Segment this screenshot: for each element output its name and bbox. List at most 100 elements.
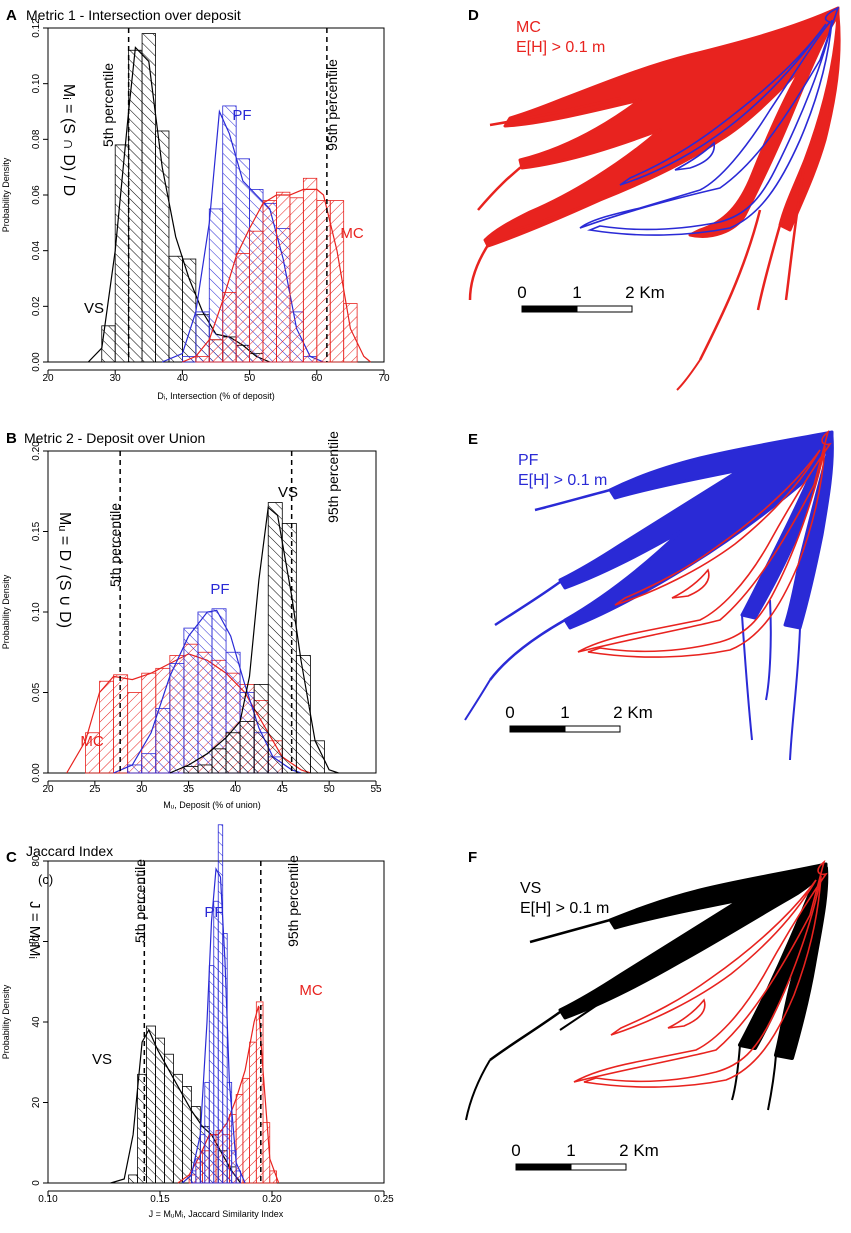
chartc-series-label-vs: VS [92, 1051, 112, 1068]
chartb-xtick-label: 35 [183, 784, 195, 795]
map-e-scale-bar: 0 1 2 Km [505, 703, 653, 733]
charta-xtick-label: 50 [244, 373, 256, 384]
charta-series-label-mc: MC [340, 225, 363, 242]
map-f-comparison-outline [573, 859, 828, 1088]
chartc-bar-pf [204, 1081, 210, 1184]
panel-letter-c: C [6, 849, 17, 866]
map-f-title: VS [520, 880, 541, 897]
charta-percentile-label: 95th percentile [324, 59, 340, 151]
charta-bar-mc [222, 292, 237, 363]
chartc-bar-vs [128, 1174, 138, 1184]
chartb-xtick-label: 25 [89, 784, 101, 795]
map-e-title: PF [518, 452, 539, 469]
chartc-series-label-mc: MC [299, 982, 322, 999]
chartc-series-label-pf: PF [204, 904, 223, 921]
map-f-flow-area [465, 862, 829, 1121]
chartc-xtick-label: 0.25 [374, 1194, 394, 1205]
chartb-bar-vs [211, 748, 227, 774]
chartc-xtick-label: 0.20 [262, 1194, 282, 1205]
charta-bar-mc [276, 191, 291, 363]
panel-letter-d: D [468, 7, 479, 24]
map-d-scale-label-0: 0 [517, 283, 526, 302]
charta-ytick-label: 0.04 [31, 240, 42, 260]
chartb-y-axis-label: Probability Density [1, 574, 11, 649]
chart-b-title: Metric 2 - Deposit over Union [24, 430, 205, 446]
map-f-scale-label-0: 0 [511, 1141, 520, 1160]
chart-panel-b: B Metric 2 - Deposit over Union Mᵤ = D /… [1, 430, 382, 810]
charta-xtick-label: 20 [42, 373, 54, 384]
chartb-percentile-label: 95th percentile [325, 431, 341, 523]
chartc-x-axis-label: J = MᵤMᵢ, Jaccard Similarity Index [149, 1209, 284, 1219]
panel-letter-b: B [6, 430, 17, 447]
map-d-scale-label-2: 2 Km [625, 283, 665, 302]
charta-bar-vs [168, 255, 183, 363]
map-e-scale-label-1: 1 [560, 703, 569, 722]
chartb-percentile-label: 5th percentile [107, 503, 123, 587]
panel-letter-a: A [6, 7, 17, 24]
chartc-bar-pf [195, 1158, 201, 1184]
charta-series-label-pf: PF [232, 107, 251, 124]
chartc-ytick-label: 0 [31, 1180, 42, 1186]
charta-bar-pf [208, 208, 224, 363]
chartb-bar-vs [267, 502, 283, 774]
charta-bar-mc [289, 197, 304, 363]
charta-x-axis-label: Dᵢ, Intersection (% of deposit) [157, 391, 274, 401]
chartb-bar-pf [183, 627, 199, 774]
map-d-scale-bar: 0 1 2 Km [517, 283, 665, 313]
charta-xtick-label: 30 [110, 373, 122, 384]
chartb-bar-mc [99, 680, 114, 774]
chartc-bar-vs [181, 1086, 192, 1184]
panel-letter-e: E [468, 431, 478, 448]
charta-xtick-label: 60 [311, 373, 323, 384]
charta-bar-mc [208, 339, 224, 363]
chartb-ytick-label: 0.20 [31, 441, 42, 461]
charta-ytick-label: 0.02 [31, 296, 42, 316]
chartb-ytick-label: 0.10 [31, 602, 42, 622]
chart-b-formula: Mᵤ = D / (S ∪ D) [56, 512, 73, 628]
chartb-bar-vs [253, 684, 269, 774]
map-panel-e: E PF E[H] > 0.1 m 0 1 2 Km [464, 429, 834, 761]
charta-ytick-label: 0.06 [31, 185, 42, 205]
map-f-scale-bar: 0 1 2 Km [511, 1141, 659, 1171]
chart-c-formula: J = MᵤMᵢ [26, 901, 43, 959]
chartc-percentile-label: 5th percentile [132, 859, 148, 943]
chartb-series-label-vs: VS [278, 484, 298, 501]
chartc-bar-vs [137, 1073, 147, 1184]
map-d-title: MC [516, 19, 541, 36]
charta-ytick-label: 0.12 [31, 18, 42, 38]
charta-ytick-label: 0.08 [31, 129, 42, 149]
map-e-scale-label-2: 2 Km [613, 703, 653, 722]
map-d-flow-area [468, 6, 841, 391]
chart-a-plot: 5th percentile 95th percentile 0.00 0.02 0.0… [1, 18, 390, 401]
chartb-bar-vs [239, 721, 255, 774]
charta-bar-mc [195, 356, 210, 363]
chartb-xtick-label: 40 [230, 784, 242, 795]
chart-b-plot: 5th percentile 95th percentile 0.00 0.05 0.1… [1, 431, 382, 810]
map-d-scale-label-1: 1 [572, 283, 581, 302]
map-f-scale-label-2: 2 Km [619, 1141, 659, 1160]
charta-percentile-label: 5th percentile [100, 63, 116, 147]
charta-bar-mc [249, 230, 264, 363]
chart-c-subtitle: (c) [38, 872, 53, 887]
charta-bar-mc [262, 200, 277, 363]
chartc-bar-mc [242, 1077, 251, 1184]
charta-density-curve-mc [182, 188, 371, 363]
chartb-series-label-mc: MC [80, 733, 103, 750]
map-panel-f: F VS E[H] > 0.1 m 0 1 2 Km [465, 849, 829, 1171]
chartb-density-curve-vs [169, 506, 339, 774]
chartb-bar-pf [141, 753, 157, 774]
charta-bar-mc [302, 177, 318, 363]
chartb-ytick-label: 0.05 [31, 682, 42, 702]
chartc-ytick-label: 80 [31, 855, 42, 867]
map-d-subtitle: E[H] > 0.1 m [516, 39, 605, 56]
chartb-bar-pf [197, 611, 213, 774]
chartc-bar-vs [146, 1025, 156, 1184]
chart-a-formula: Mᵢ = (S ∩ D) / D [60, 84, 77, 196]
chartc-bar-mc [255, 1001, 264, 1184]
chartb-bar-vs [281, 523, 297, 774]
chart-c-title: Jaccard Index [26, 843, 113, 859]
chartc-ytick-label: 60 [31, 936, 42, 948]
chartb-ytick-label: 0.15 [31, 521, 42, 541]
charta-bar-mc [329, 200, 345, 363]
